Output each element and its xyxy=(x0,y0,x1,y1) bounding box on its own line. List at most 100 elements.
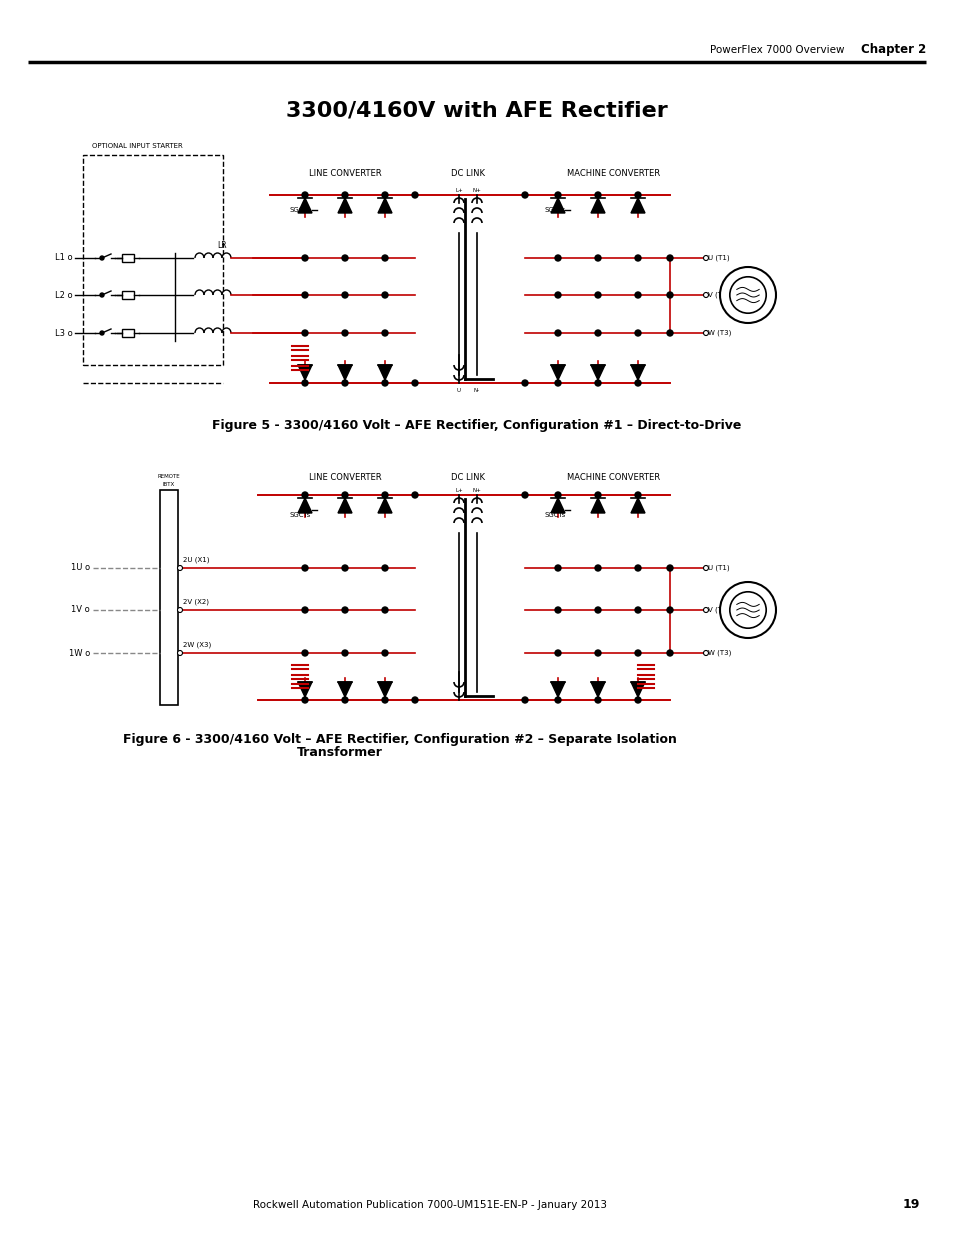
Polygon shape xyxy=(590,366,604,380)
Circle shape xyxy=(302,564,308,571)
Circle shape xyxy=(177,608,182,613)
Circle shape xyxy=(381,254,388,261)
Text: SGCTs: SGCTs xyxy=(544,207,566,212)
Circle shape xyxy=(595,191,600,198)
Text: V (T2): V (T2) xyxy=(707,291,728,298)
Circle shape xyxy=(555,650,560,656)
Circle shape xyxy=(381,291,388,298)
Circle shape xyxy=(702,293,708,298)
Circle shape xyxy=(302,191,308,198)
Circle shape xyxy=(595,697,600,703)
Text: 1W o: 1W o xyxy=(69,648,90,657)
Circle shape xyxy=(302,330,308,336)
Circle shape xyxy=(729,592,765,629)
Circle shape xyxy=(521,697,527,703)
Circle shape xyxy=(521,380,527,387)
Polygon shape xyxy=(377,198,392,212)
Text: Chapter 2: Chapter 2 xyxy=(860,43,925,57)
Circle shape xyxy=(702,566,708,571)
Polygon shape xyxy=(630,682,644,697)
Polygon shape xyxy=(337,682,352,697)
Text: W (T3): W (T3) xyxy=(707,650,731,656)
Circle shape xyxy=(100,293,104,296)
Polygon shape xyxy=(551,498,564,513)
Polygon shape xyxy=(630,198,644,212)
Text: LINE CONVERTER: LINE CONVERTER xyxy=(309,473,381,482)
Circle shape xyxy=(635,697,640,703)
Text: L2 o: L2 o xyxy=(55,290,73,300)
Circle shape xyxy=(729,277,765,314)
Circle shape xyxy=(341,254,348,261)
Text: DC LINK: DC LINK xyxy=(451,473,484,482)
Polygon shape xyxy=(630,366,644,380)
Bar xyxy=(83,156,223,366)
Text: U (T1): U (T1) xyxy=(707,564,729,572)
Circle shape xyxy=(555,291,560,298)
Text: IBTX: IBTX xyxy=(163,482,175,487)
Circle shape xyxy=(381,650,388,656)
Circle shape xyxy=(666,606,672,613)
Text: Rockwell Automation Publication 7000-UM151E-EN-P - January 2013: Rockwell Automation Publication 7000-UM1… xyxy=(253,1200,606,1210)
Circle shape xyxy=(666,254,672,261)
Text: L+: L+ xyxy=(455,488,462,493)
Circle shape xyxy=(720,582,775,638)
Polygon shape xyxy=(377,498,392,513)
Circle shape xyxy=(555,191,560,198)
Circle shape xyxy=(302,254,308,261)
Polygon shape xyxy=(551,682,564,697)
Bar xyxy=(122,329,133,337)
Text: Transformer: Transformer xyxy=(296,746,382,760)
Text: N-: N- xyxy=(474,388,479,393)
Polygon shape xyxy=(551,198,564,212)
Circle shape xyxy=(341,650,348,656)
Circle shape xyxy=(381,606,388,613)
Text: 2U (X1): 2U (X1) xyxy=(183,557,210,563)
Circle shape xyxy=(702,608,708,613)
Circle shape xyxy=(412,191,417,198)
Polygon shape xyxy=(297,198,312,212)
Circle shape xyxy=(635,564,640,571)
Circle shape xyxy=(341,606,348,613)
Text: 2W (X3): 2W (X3) xyxy=(183,642,211,648)
Circle shape xyxy=(635,330,640,336)
Circle shape xyxy=(100,331,104,335)
Circle shape xyxy=(381,380,388,387)
Circle shape xyxy=(412,697,417,703)
Polygon shape xyxy=(337,498,352,513)
Circle shape xyxy=(666,650,672,656)
Circle shape xyxy=(521,492,527,498)
Circle shape xyxy=(635,606,640,613)
Text: N+: N+ xyxy=(472,188,481,193)
Circle shape xyxy=(341,330,348,336)
Circle shape xyxy=(412,492,417,498)
Circle shape xyxy=(595,380,600,387)
Circle shape xyxy=(341,291,348,298)
Circle shape xyxy=(702,256,708,261)
Text: 1V o: 1V o xyxy=(71,605,90,615)
Circle shape xyxy=(177,566,182,571)
Polygon shape xyxy=(337,366,352,380)
Polygon shape xyxy=(590,198,604,212)
Text: 19: 19 xyxy=(902,1198,919,1212)
Circle shape xyxy=(595,606,600,613)
Circle shape xyxy=(635,380,640,387)
Text: U (T1): U (T1) xyxy=(707,254,729,262)
Circle shape xyxy=(635,650,640,656)
Polygon shape xyxy=(551,366,564,380)
Circle shape xyxy=(635,191,640,198)
Circle shape xyxy=(555,697,560,703)
Circle shape xyxy=(521,191,527,198)
Text: V (T2): V (T2) xyxy=(707,606,728,614)
Text: DC LINK: DC LINK xyxy=(451,168,484,178)
Circle shape xyxy=(341,380,348,387)
Circle shape xyxy=(720,267,775,324)
Bar xyxy=(160,490,178,705)
Circle shape xyxy=(555,254,560,261)
Circle shape xyxy=(666,291,672,298)
Circle shape xyxy=(177,651,182,656)
Circle shape xyxy=(341,492,348,498)
Text: REMOTE: REMOTE xyxy=(157,473,180,478)
Circle shape xyxy=(341,564,348,571)
Text: Figure 6 - 3300/4160 Volt – AFE Rectifier, Configuration #2 – Separate Isolation: Figure 6 - 3300/4160 Volt – AFE Rectifie… xyxy=(123,734,677,746)
Circle shape xyxy=(666,330,672,336)
